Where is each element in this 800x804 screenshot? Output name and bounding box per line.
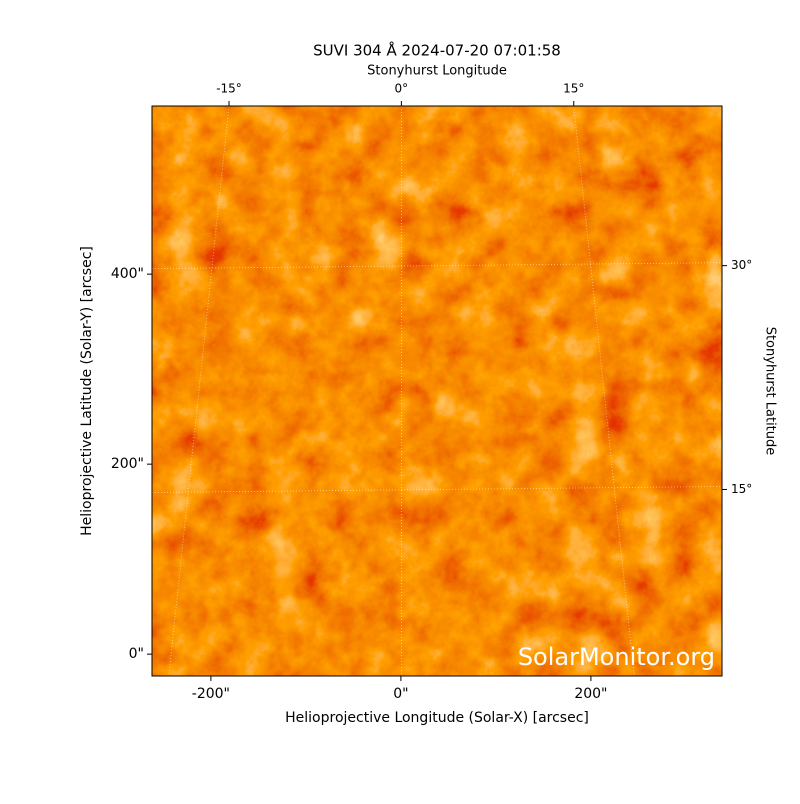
solar-image	[152, 106, 722, 676]
watermark: SolarMonitor.org	[518, 643, 715, 671]
x-tick-label: 200"	[574, 686, 607, 702]
x2-tick-label: 15°	[563, 82, 584, 96]
x-tick-label: 0"	[393, 686, 408, 702]
y2-tick-label: 15°	[731, 482, 752, 496]
x2-tick-label: -15°	[216, 82, 242, 96]
y2-tick-label: 30°	[731, 258, 752, 272]
y-tick-label: 0"	[129, 646, 144, 662]
x-label: Helioprojective Longitude (Solar-X) [arc…	[285, 710, 589, 726]
y-label: Helioprojective Latitude (Solar-Y) [arcs…	[79, 246, 95, 536]
chart-title: SUVI 304 Å 2024-07-20 07:01:58	[313, 41, 561, 60]
x2-label: Stonyhurst Longitude	[367, 64, 507, 79]
x2-tick-label: 0°	[395, 82, 409, 96]
y2-label: Stonyhurst Latitude	[763, 327, 778, 456]
y-tick-label: 200"	[111, 456, 144, 472]
x-tick-label: -200"	[192, 686, 230, 702]
y-tick-label: 400"	[111, 266, 144, 282]
